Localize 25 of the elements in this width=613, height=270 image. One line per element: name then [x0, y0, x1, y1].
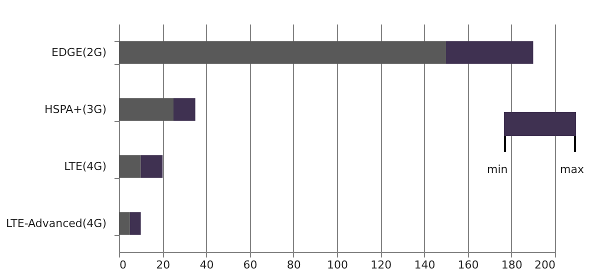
bar [119, 155, 141, 178]
bar [119, 98, 174, 121]
bar [446, 41, 534, 64]
x-tick-label: 60 [243, 258, 258, 270]
y-tick-label: LTE(4G) [64, 160, 106, 173]
x-tick-label: 180 [501, 258, 522, 270]
y-tick-label: EDGE(2G) [52, 46, 106, 59]
x-tick-label: 80 [286, 258, 301, 270]
x-tick-label: 100 [327, 258, 348, 270]
bar [174, 98, 196, 121]
annotation: min [487, 163, 508, 176]
bar [130, 212, 141, 235]
y-tick-label: LTE-Advanced(4G) [6, 217, 106, 230]
text: max [560, 163, 584, 176]
x-tick-label: 20 [156, 258, 170, 270]
x-tick-label: 160 [458, 258, 479, 270]
y-tick-label: HSPA+(3G) [44, 103, 106, 116]
x-tick-label: 140 [414, 258, 436, 270]
x-tick-label: 0 [120, 258, 126, 270]
bar [119, 212, 130, 235]
x-tick-label: 200 [534, 258, 556, 270]
x-tick-label: 120 [370, 258, 392, 270]
bar [119, 41, 446, 64]
x-tick-label: 40 [200, 258, 214, 270]
bar [140, 155, 163, 178]
